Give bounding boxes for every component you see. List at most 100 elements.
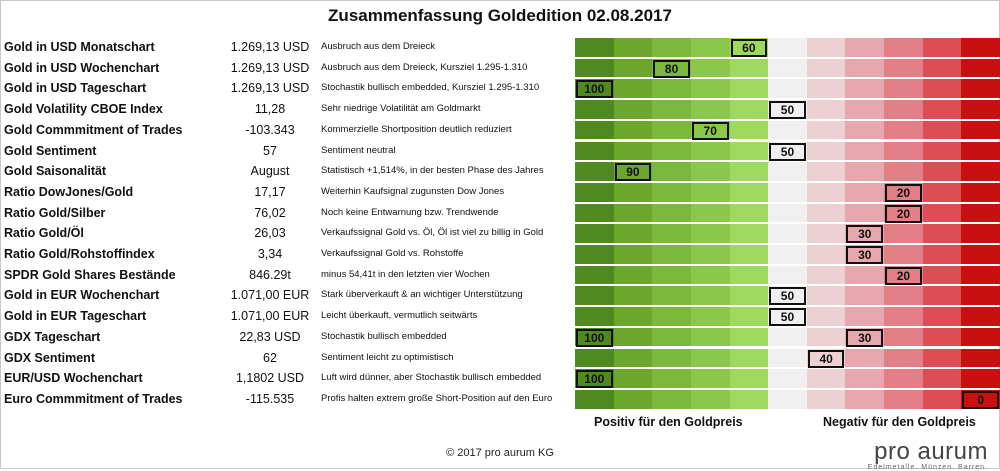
table-row: Ratio DowJones/Gold 17,17 Weiterhin Kaufsi… [0, 182, 1000, 203]
score-bar: 50 [575, 141, 1000, 162]
score-cell [884, 162, 924, 181]
score-cell [806, 327, 846, 347]
row-comment: Leicht überkauft, vermutlich seitwärts [321, 310, 478, 322]
copyright: © 2017 pro aurum KG [446, 447, 554, 459]
score-cell [806, 203, 846, 223]
table-row: Ratio Gold/Öl 26,03 Verkaufssignal Gold vs… [0, 223, 1000, 244]
score-cell [922, 141, 962, 161]
score-cell [884, 100, 924, 119]
score-cell [652, 38, 692, 57]
row-label: Gold Sentiment [4, 143, 97, 158]
score-cell [961, 348, 1000, 368]
table-row: GDX Sentiment 62 Sentiment leicht zu optim… [0, 348, 1000, 369]
score-cell [806, 141, 846, 161]
score-cell [884, 182, 924, 202]
score-badge: 50 [769, 101, 806, 120]
score-cell [884, 286, 924, 306]
score-cell [575, 162, 615, 181]
score-cell [575, 389, 615, 409]
score-cell [806, 120, 846, 140]
score-cell [690, 162, 731, 181]
row-value: 76,02 [254, 205, 286, 220]
score-cell [845, 307, 885, 326]
row-value: 11,28 [254, 102, 286, 117]
chart-title: Zusammenfassung Goldedition 02.08.2017 [328, 6, 672, 25]
score-badge: 100 [576, 328, 613, 347]
score-cell [845, 286, 885, 306]
score-cell [961, 307, 1000, 326]
score-cell [613, 58, 653, 78]
score-cell [922, 120, 962, 140]
score-cell [652, 79, 692, 99]
score-cell [884, 224, 924, 243]
row-label: Gold Commmitment of Trades [4, 122, 183, 137]
score-cell [806, 286, 846, 306]
score-cell [729, 58, 769, 78]
score-badge: 50 [769, 287, 806, 306]
score-cell [768, 182, 808, 202]
score-cell [845, 162, 885, 181]
score-cell [884, 348, 924, 368]
score-cell [884, 265, 924, 285]
score-cell [922, 224, 962, 243]
score-cell [729, 245, 769, 264]
row-comment: Kommerzielle Shortposition deutlich redu… [321, 123, 512, 135]
score-badge: 50 [769, 308, 806, 327]
score-cell [652, 141, 692, 161]
score-cell [690, 58, 731, 78]
score-cell [690, 265, 731, 285]
row-comment: Verkaufssignal Gold vs. Rohstoffe [321, 248, 464, 259]
row-label: EUR/USD Wochenchart [4, 371, 143, 386]
score-cell [845, 265, 885, 285]
score-cell [961, 79, 1000, 99]
score-cell [652, 120, 692, 140]
score-cell [845, 327, 885, 347]
score-cell [729, 203, 769, 223]
score-cell [575, 182, 615, 202]
row-comment: Ausbruch aus dem Dreieck, Kursziel 1.295… [321, 61, 528, 73]
row-label: Gold in USD Wochenchart [4, 60, 160, 75]
score-cell [690, 327, 731, 347]
score-badge: 100 [576, 370, 613, 389]
row-value: 1.269,13 USD [230, 60, 310, 75]
logo-name: pro aurum [874, 438, 988, 465]
score-cell [768, 224, 808, 243]
score-cell [961, 203, 1000, 223]
table-row: Gold Volatility CBOE Index 11,28 Sehr nied… [0, 99, 1000, 120]
score-cell [729, 327, 769, 347]
score-cell [652, 182, 692, 202]
score-cell [884, 141, 924, 161]
score-cell [613, 286, 653, 306]
score-bar: 50 [575, 285, 1000, 306]
score-cell [652, 245, 692, 264]
row-value: 1,1802 USD [235, 371, 305, 386]
score-cell [652, 58, 692, 78]
score-badge: 40 [807, 349, 845, 368]
score-cell [922, 286, 962, 306]
score-cell [690, 120, 731, 140]
score-cell [845, 245, 885, 264]
score-cell [613, 327, 653, 347]
row-comment: Weiterhin Kaufsignal zugunsten Dow Jones [321, 185, 505, 197]
score-cell [922, 327, 962, 347]
score-badge: 80 [653, 59, 690, 78]
score-bar: 30 [575, 244, 1000, 265]
score-cell [575, 286, 615, 306]
score-cell [961, 182, 1000, 202]
table-row: Gold Sentiment 57 Sentiment neutral 50 [0, 141, 1000, 162]
score-cell [652, 224, 692, 243]
row-value: August [250, 164, 290, 179]
score-cell [613, 182, 653, 202]
table-row: SPDR Gold Shares Bestände 846.29t minus 54… [0, 265, 1000, 286]
score-cell [922, 307, 962, 326]
score-cell [768, 369, 808, 388]
row-comment: Sehr niedrige Volatilität am Goldmarkt [321, 103, 481, 115]
score-bar: 40 [575, 348, 1000, 369]
score-cell [729, 389, 769, 409]
score-cell [961, 141, 1000, 161]
score-cell [768, 141, 808, 161]
row-comment: Profis halten extrem große Short-Positio… [321, 392, 553, 404]
row-label: Gold Volatility CBOE Index [4, 102, 163, 117]
score-bar: 100 [575, 368, 1000, 389]
score-bar: 0 [575, 389, 1000, 410]
